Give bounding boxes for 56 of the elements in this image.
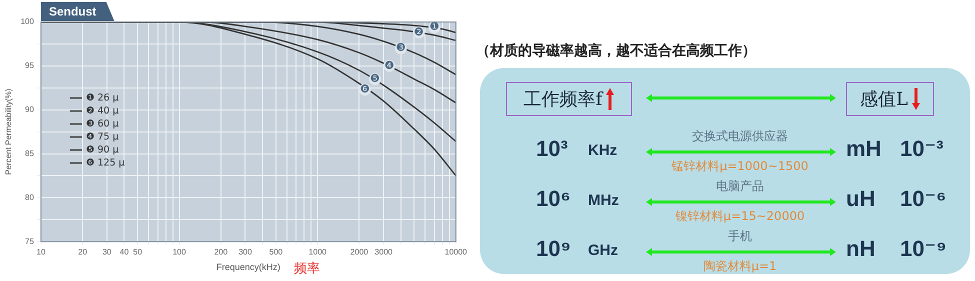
text: uH <box>846 186 876 212</box>
y-tick-label: 90 <box>25 105 34 114</box>
text: 10⁻³ <box>900 136 944 162</box>
x-tick-label: 300 <box>238 248 252 257</box>
text: 镍锌材料μ=15~20000 <box>675 209 805 223</box>
y-axis-title: Percent Permeability(%) <box>4 88 14 175</box>
text: （材质的导磁率越高，越不适合在高频工作） <box>476 42 757 61</box>
y-tick-label: 95 <box>25 61 34 70</box>
legend-label: ❸ 60 μ <box>86 118 119 130</box>
text: 10³ <box>536 136 568 162</box>
text: 手机 <box>728 229 752 243</box>
annotation: ❷ <box>414 25 424 38</box>
legend-label: ❻ 125 μ <box>86 157 125 168</box>
legend-label: ❺ 90 μ <box>86 144 119 156</box>
text: 10⁹ <box>536 236 571 262</box>
y-tick-label: 85 <box>25 148 34 158</box>
legend-label: ❷ 40 μ <box>86 105 119 116</box>
text: 10⁻⁹ <box>900 236 947 262</box>
text: MHz <box>588 192 619 209</box>
x-tick-label: 10000 <box>444 248 468 257</box>
text: nH <box>846 236 876 262</box>
annotation: ❹ <box>384 58 394 72</box>
text: 感值L <box>860 88 908 111</box>
text: 锰锌材料μ=1000~1500 <box>672 159 808 173</box>
x-tick-label: 100 <box>172 248 186 257</box>
x-tick-label: 40 <box>120 248 130 257</box>
text: GHz <box>588 242 618 259</box>
text: 陶瓷材料μ=1 <box>703 259 777 273</box>
y-tick-label: 75 <box>25 236 34 246</box>
x-tick-label: 1000 <box>308 248 328 257</box>
text: mH <box>846 136 882 162</box>
x-tick-label: 2000 <box>350 248 369 257</box>
y-tick-label: 100 <box>20 17 34 26</box>
annotation: ❸ <box>396 41 406 54</box>
legend-label: ❹ 75 μ <box>86 131 119 142</box>
x-tick-label: 10 <box>36 248 46 257</box>
text: 10⁻⁶ <box>900 186 946 212</box>
x-tick-label: 500 <box>269 248 284 257</box>
text: KHz <box>588 142 618 159</box>
x-axis-title: Frequency(kHz) <box>216 262 280 272</box>
x-tick-label: 200 <box>214 248 228 257</box>
chart-title: Sendust <box>48 4 96 18</box>
annotation: ❻ <box>360 82 370 96</box>
text: 交换式电源供应器 <box>692 129 788 143</box>
x-tick-label: 30 <box>102 248 112 257</box>
text: 工作频率f <box>524 88 602 111</box>
legend-label: ❶ 26 μ <box>86 92 119 104</box>
x-tick-label: 50 <box>133 248 143 257</box>
text: 频率 <box>294 260 320 276</box>
annotation: ❶ <box>430 20 440 34</box>
text: 10⁶ <box>536 186 571 212</box>
annotation: ❺ <box>370 72 380 85</box>
x-tick-label: 20 <box>78 248 88 257</box>
x-tick-label: 3000 <box>374 248 394 257</box>
text: 电脑产品 <box>716 179 764 193</box>
y-tick-label: 80 <box>25 192 34 202</box>
